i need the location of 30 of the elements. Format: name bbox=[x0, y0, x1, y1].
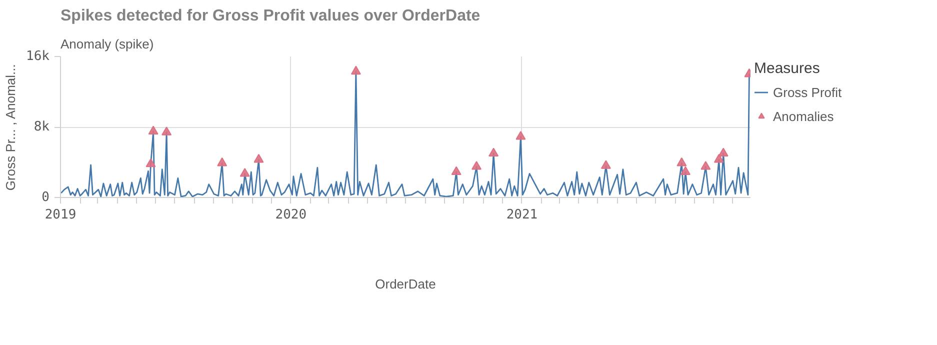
legend-label: Gross Profit bbox=[773, 84, 842, 100]
point bbox=[217, 157, 228, 166]
point bbox=[700, 160, 711, 170]
point bbox=[718, 148, 728, 157]
point bbox=[680, 166, 690, 176]
y-axis-title: Gross Pr... , Anomal... bbox=[3, 64, 18, 191]
point bbox=[600, 160, 611, 169]
point bbox=[472, 160, 482, 170]
y-tick-label: 8k bbox=[34, 120, 50, 134]
point bbox=[488, 148, 499, 157]
point bbox=[350, 66, 361, 75]
x-tick-label: 2021 bbox=[506, 208, 538, 222]
point bbox=[146, 158, 156, 168]
chart-subtitle: Anomaly (spike) bbox=[60, 36, 154, 52]
y-tick-label: 0 bbox=[42, 190, 50, 205]
x-tick-label: 2019 bbox=[44, 208, 76, 222]
point bbox=[240, 168, 250, 177]
legend-label: Anomalies bbox=[773, 108, 834, 124]
point bbox=[451, 166, 462, 176]
point bbox=[162, 126, 172, 136]
chart-title: Spikes detected for Gross Profit values over OrderDate bbox=[60, 8, 480, 24]
point bbox=[516, 131, 526, 140]
point bbox=[676, 157, 687, 166]
legend-title: Measures bbox=[754, 60, 821, 77]
y-tick-label: 16k bbox=[26, 49, 50, 64]
x-axis-title: OrderDate bbox=[375, 276, 436, 292]
x-tick-label: 2020 bbox=[275, 208, 307, 222]
point bbox=[254, 154, 264, 163]
point bbox=[714, 154, 724, 163]
point bbox=[148, 126, 158, 135]
